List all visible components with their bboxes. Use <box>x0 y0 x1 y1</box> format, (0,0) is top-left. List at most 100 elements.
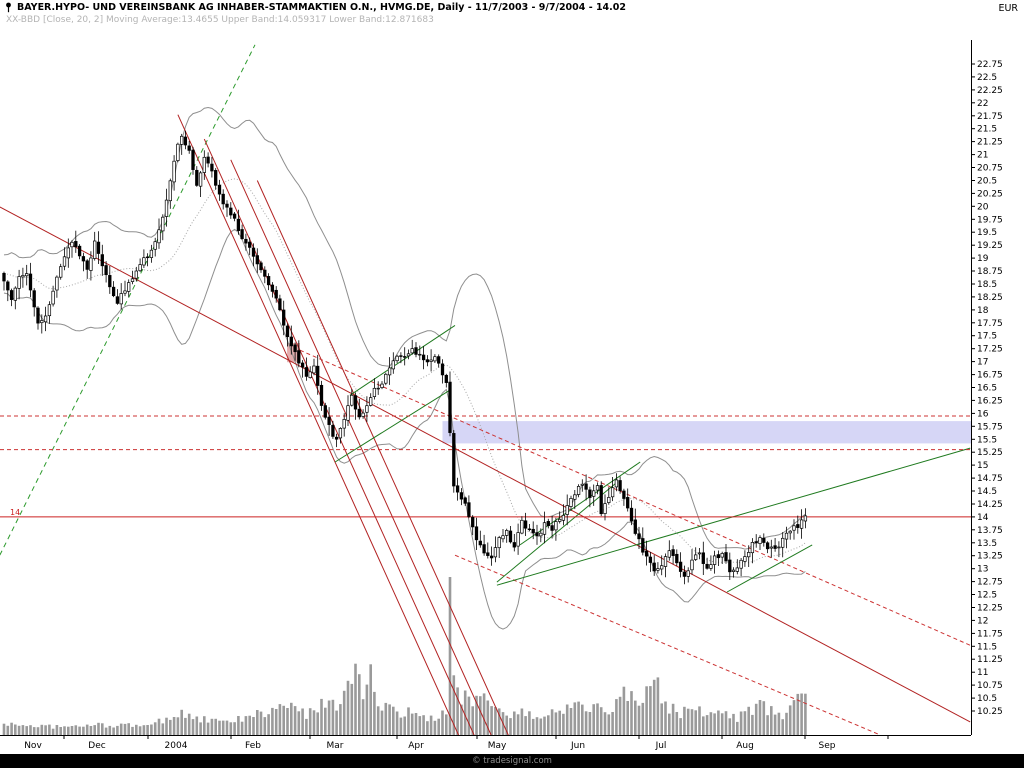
candle-body <box>176 143 180 161</box>
volume-bar <box>293 706 297 735</box>
volume-bar <box>55 725 59 735</box>
y-axis-tick-label: 16.75 <box>977 371 1003 381</box>
red-dashed-downtrend-2[interactable] <box>454 554 880 735</box>
candle-body <box>183 136 188 146</box>
volume-bar <box>331 699 335 735</box>
candle-body <box>282 309 286 326</box>
candle-body <box>236 218 241 231</box>
y-axis-tick-label: 22.5 <box>977 73 997 83</box>
candle-body <box>40 320 44 324</box>
volume-bar <box>399 717 403 735</box>
resistance-zone-highlight[interactable] <box>442 421 972 444</box>
volume-bar <box>44 725 47 735</box>
volume-bar <box>505 715 508 735</box>
candle-body <box>482 544 486 554</box>
candle-body <box>663 556 668 567</box>
green-channel-mar-upper[interactable] <box>349 324 456 396</box>
volume-bar <box>180 709 183 735</box>
volume-bar <box>403 716 406 735</box>
candle-body <box>520 519 524 534</box>
x-axis-month-label: Nov <box>24 741 42 751</box>
volume-bar <box>369 664 372 735</box>
y-axis-tick-label: 18.5 <box>977 280 997 290</box>
candle-body <box>127 282 131 292</box>
candle-body <box>501 535 505 540</box>
candle-body <box>338 428 343 439</box>
candle-body <box>164 199 169 217</box>
green-dashed-uptrend[interactable] <box>0 44 256 556</box>
volume-bar <box>626 701 629 735</box>
volume-bar <box>490 706 493 735</box>
green-aug-segment[interactable] <box>726 544 813 593</box>
volume-bar <box>407 707 410 735</box>
red-channel-4[interactable] <box>256 180 514 749</box>
candle-body <box>25 273 29 277</box>
candle-body <box>32 290 36 308</box>
volume-bar <box>728 718 732 735</box>
volume-bar <box>543 716 546 735</box>
candle-body <box>145 256 150 259</box>
volume-bar <box>176 717 180 735</box>
candle-body <box>716 554 721 559</box>
volume-bar <box>804 693 807 735</box>
volume-bar <box>573 702 577 735</box>
candle-body <box>444 374 448 383</box>
green-channel-may-upper[interactable] <box>519 461 641 546</box>
volume-bar <box>153 722 157 735</box>
volume-bar <box>494 707 497 735</box>
candle-body <box>595 485 600 491</box>
x-axis-month-label: 2004 <box>165 741 188 751</box>
volume-bar <box>660 703 663 735</box>
volume-bar <box>335 710 338 735</box>
candle-body <box>743 556 747 562</box>
volume-bar <box>104 727 108 735</box>
red-channel-1[interactable] <box>177 114 465 750</box>
volume-bar <box>618 696 622 735</box>
candle-body <box>697 552 702 555</box>
y-axis-tick-label: 21.75 <box>977 112 1003 122</box>
candle-body <box>289 336 293 347</box>
green-channel-may-lower[interactable] <box>496 482 617 583</box>
candle-body <box>293 344 297 353</box>
candle-body <box>66 247 70 259</box>
candle-body <box>217 184 222 195</box>
candle-body <box>781 537 785 548</box>
volume-bar <box>584 711 588 735</box>
pin-icon[interactable] <box>4 2 13 13</box>
candle-body <box>17 276 21 289</box>
volume-bar <box>426 721 429 735</box>
candle-body <box>671 549 675 556</box>
red-channel-2[interactable] <box>203 138 480 749</box>
y-axis-tick-label: 15.5 <box>977 435 997 445</box>
y-axis-tick-label: 11.25 <box>977 655 1003 665</box>
title-row: BAYER.HYPO- UND VEREINSBANK AG INHABER-S… <box>0 0 1024 13</box>
candle-body <box>274 289 278 299</box>
candle-body <box>588 489 592 498</box>
volume-bar <box>599 707 603 735</box>
red-downtrend-long[interactable] <box>0 206 971 723</box>
volume-bar <box>596 703 599 735</box>
candle-body <box>342 419 346 429</box>
volume-bar <box>577 701 580 735</box>
candle-body <box>399 355 403 357</box>
volume-bar <box>203 716 206 735</box>
y-axis-tick-label: 19 <box>977 254 989 264</box>
volume-bar <box>713 713 716 735</box>
red-dashed-downtrend-1[interactable] <box>299 349 971 646</box>
green-channel-mar-lower[interactable] <box>334 389 451 463</box>
volume-bar <box>316 712 319 735</box>
volume-bar <box>259 711 263 735</box>
y-axis-tick-label: 10.75 <box>977 681 1003 691</box>
volume-bar <box>361 699 365 735</box>
volume-bar <box>346 680 350 735</box>
candle-body <box>85 260 89 270</box>
candle-body <box>478 540 482 546</box>
candle-body <box>81 256 86 262</box>
candle-body <box>712 555 717 565</box>
red-channel-3[interactable] <box>230 159 499 753</box>
volume-bar <box>486 700 490 735</box>
candle-body <box>599 485 603 515</box>
candle-body <box>512 542 516 548</box>
bollinger-layer <box>3 106 806 630</box>
